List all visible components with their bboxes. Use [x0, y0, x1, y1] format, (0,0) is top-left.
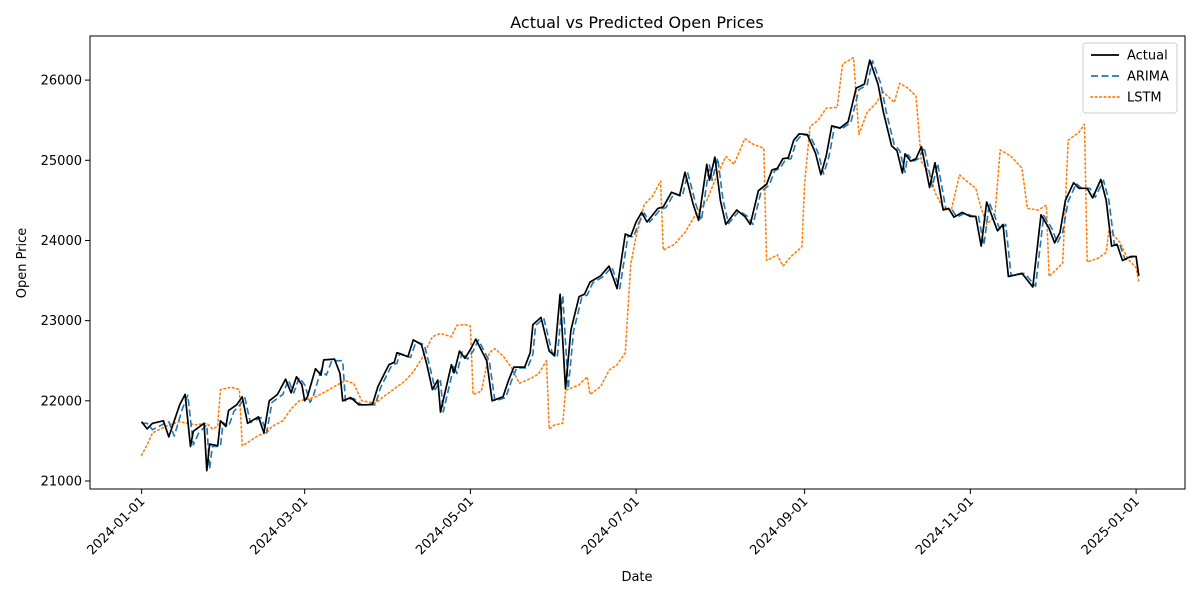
legend-box [1082, 42, 1178, 114]
legend-label-lstm: LSTM [1127, 91, 1162, 106]
y-axis-label: Open Price [15, 228, 30, 299]
legend-label-actual: Actual [1127, 49, 1168, 64]
y-tick-label: 22000 [41, 394, 82, 409]
axes-frame [89, 35, 1186, 490]
y-tick-label: 25000 [41, 154, 82, 169]
y-tick-label: 23000 [41, 314, 82, 329]
series-line-arima [141, 60, 1134, 470]
legend-label-arima: ARIMA [1127, 70, 1169, 85]
chart-title: Actual vs Predicted Open Prices [510, 13, 763, 32]
x-axis-label: Date [621, 570, 652, 585]
y-tick-label: 21000 [41, 474, 82, 489]
y-tick-label: 24000 [41, 234, 82, 249]
series-line-actual [140, 59, 1140, 472]
plot-area [140, 56, 1140, 472]
y-tick-label: 26000 [41, 74, 82, 89]
legend: Actual ARIMA LSTM [1082, 42, 1178, 114]
